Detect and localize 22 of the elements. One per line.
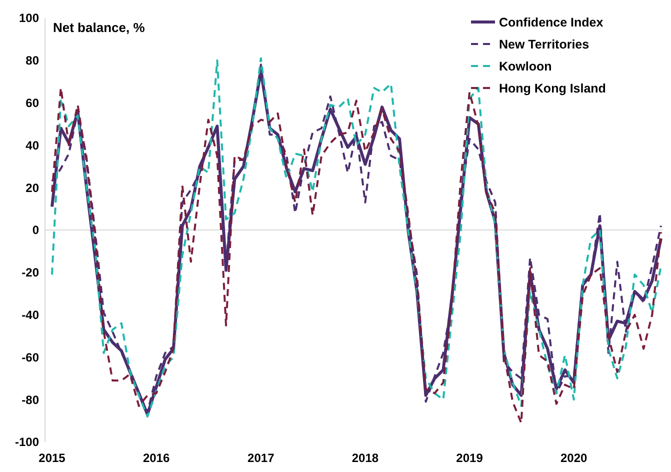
y-tick-label: -80	[22, 392, 40, 407]
legend-label: Kowloon	[499, 59, 552, 74]
y-tick-label: 20	[26, 180, 40, 195]
x-tick-label: 2020	[560, 451, 588, 465]
y-tick-label: 60	[26, 96, 40, 110]
y-axis-title: Net balance, %	[53, 20, 146, 35]
legend-label: Confidence Index	[499, 15, 604, 30]
y-tick-label: 0	[32, 223, 40, 238]
y-tick-label: -20	[22, 266, 40, 280]
y-tick-label: -40	[22, 308, 40, 322]
y-tick-label: -100	[14, 435, 40, 450]
y-tick-label: 40	[26, 138, 40, 152]
x-tick-label: 2017	[248, 451, 275, 465]
y-tick-label: 100	[18, 11, 40, 26]
legend-label: Hong Kong Island	[499, 81, 606, 96]
y-tick-label: 80	[26, 54, 40, 68]
x-tick-label: 2019	[456, 451, 484, 465]
x-tick-label: 2016	[142, 451, 170, 465]
y-tick-label: -60	[22, 350, 40, 364]
legend-label: New Territories	[499, 37, 590, 52]
x-tick-label: 2015	[38, 451, 66, 465]
x-tick-label: 2018	[352, 451, 379, 465]
